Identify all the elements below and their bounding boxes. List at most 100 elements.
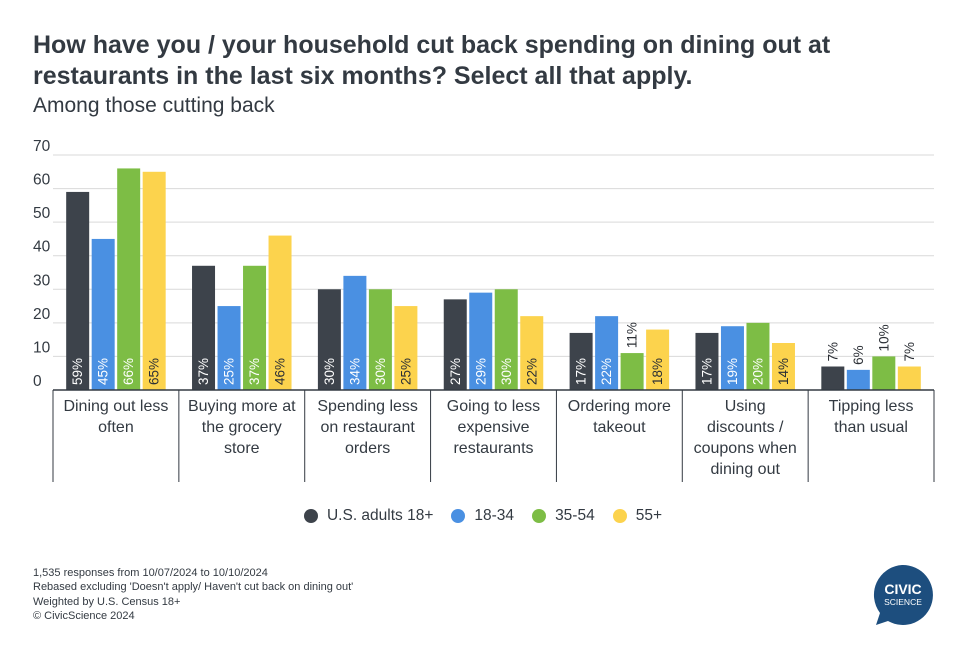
legend-label: 18-34 — [474, 507, 515, 524]
civicscience-logo: CIVIC SCIENCE — [873, 564, 933, 625]
legend-item-us-adults: U.S. adults 18+ — [303, 507, 434, 525]
data-label: 18% — [650, 358, 665, 385]
data-label: 25% — [398, 358, 413, 385]
chart-title: How have you / your household cut back s… — [33, 31, 831, 90]
data-label: 17% — [574, 358, 589, 385]
data-label: 11% — [625, 322, 640, 348]
bar — [494, 289, 518, 390]
data-label: 30% — [322, 358, 337, 385]
x-tick-label: discounts / — [707, 419, 784, 436]
data-label: 17% — [699, 358, 714, 385]
bar — [897, 366, 921, 390]
data-label: 7% — [825, 342, 840, 362]
x-tick-label: takeout — [593, 419, 646, 436]
logo-speech-bubble — [873, 564, 933, 625]
data-label: 20% — [750, 358, 765, 385]
bar — [117, 168, 141, 390]
bar — [469, 292, 493, 390]
bar — [394, 306, 418, 390]
data-label: 14% — [776, 358, 791, 385]
y-tick-label: 70 — [33, 138, 51, 155]
legend-item-18-34: 18-34 — [451, 507, 514, 525]
bar — [846, 369, 870, 390]
legend-marker — [612, 509, 627, 523]
legend-label: U.S. adults 18+ — [326, 507, 434, 524]
footnote-rebased: Rebased excluding 'Doesn't apply/ Haven'… — [33, 581, 354, 594]
data-label: 30% — [499, 358, 514, 385]
bar — [569, 332, 593, 390]
data-label: 27% — [448, 358, 463, 385]
x-tick-label: often — [98, 419, 134, 436]
data-label: 34% — [347, 358, 362, 385]
y-tick-label: 10 — [33, 339, 51, 356]
x-tick-label: Going to less — [447, 398, 540, 415]
bar — [746, 322, 770, 390]
chart-subtitle: Among those cutting back — [33, 94, 275, 117]
data-label: 37% — [247, 358, 262, 385]
data-label: 22% — [599, 358, 614, 385]
y-tick-label: 0 — [33, 373, 42, 390]
bar — [821, 366, 845, 390]
x-tick-label: expensive — [457, 419, 529, 436]
bar — [646, 329, 670, 390]
x-tick-label: the grocery — [202, 419, 282, 436]
bar — [872, 356, 896, 390]
bar — [695, 332, 719, 390]
x-tick-label: store — [224, 440, 260, 457]
data-label: 19% — [725, 358, 740, 385]
bar — [217, 306, 241, 390]
bar — [595, 316, 619, 390]
legend-marker — [303, 509, 318, 523]
legend: U.S. adults 18+ 18-34 35-54 55+ — [0, 507, 966, 525]
x-tick-label: Buying more at — [188, 398, 296, 415]
data-label: 10% — [876, 324, 891, 351]
logo-text-civic: CIVIC — [884, 581, 921, 597]
x-tick-label: on restaurant — [321, 419, 416, 436]
legend-label: 35-54 — [555, 507, 595, 524]
y-tick-label: 30 — [33, 272, 51, 289]
x-tick-label: than usual — [834, 419, 908, 436]
data-label: 66% — [121, 358, 136, 385]
legend-item-55-plus: 55+ — [612, 507, 663, 525]
legend-label: 55+ — [635, 507, 663, 524]
footnote-weighted: Weighted by U.S. Census 18+ — [33, 595, 181, 608]
logo-text-science: SCIENCE — [884, 597, 922, 607]
y-tick-label: 40 — [33, 239, 51, 256]
data-label: 29% — [473, 358, 488, 385]
data-label: 30% — [373, 358, 388, 385]
legend-item-35-54: 35-54 — [532, 507, 595, 525]
bar — [142, 171, 166, 390]
x-tick-label: Tipping less — [829, 398, 914, 415]
bar — [720, 326, 744, 390]
bar — [268, 235, 292, 390]
data-label: 45% — [96, 358, 111, 385]
footnote-copyright: © CivicScience 2024 — [33, 610, 135, 623]
data-label: 65% — [147, 358, 162, 385]
data-label: 59% — [70, 358, 85, 385]
data-label: 22% — [524, 358, 539, 385]
bar — [66, 191, 90, 390]
bar-chart: 0 10 20 30 40 50 60 70 59% 45% 66% 65% Dining out le… — [33, 138, 935, 482]
x-tick-label: orders — [345, 440, 390, 457]
bar — [620, 353, 644, 390]
bar — [91, 238, 115, 390]
data-label: 7% — [902, 342, 917, 362]
bar — [520, 316, 544, 390]
x-tick-label: Ordering more — [568, 398, 671, 415]
y-tick-label: 60 — [33, 172, 51, 189]
bar — [771, 343, 795, 390]
legend-marker — [451, 509, 466, 523]
data-label: 37% — [196, 358, 211, 385]
x-tick-label: dining out — [711, 461, 781, 478]
x-tick-label: Using — [725, 398, 766, 415]
bar — [192, 265, 216, 390]
x-tick-label: Dining out less — [63, 398, 168, 415]
bar — [317, 289, 341, 390]
y-tick-label: 50 — [33, 205, 51, 222]
x-tick-label: Spending less — [317, 398, 418, 415]
footnote-responses: 1,535 responses from 10/07/2024 to 10/10… — [33, 567, 268, 579]
x-tick-label: coupons when — [694, 440, 797, 457]
data-label: 46% — [273, 358, 288, 385]
footnotes: 1,535 responses from 10/07/2024 to 10/10… — [33, 566, 353, 624]
legend-marker — [532, 509, 547, 523]
